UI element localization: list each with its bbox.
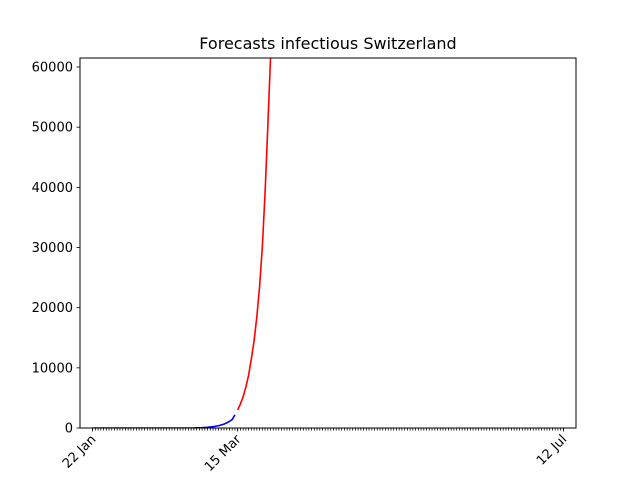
y-tick-label: 10000 bbox=[32, 361, 73, 376]
series-layer bbox=[92, 58, 272, 428]
series-line bbox=[92, 414, 236, 428]
series-line bbox=[236, 58, 272, 411]
y-tick-label: 50000 bbox=[32, 121, 73, 136]
y-axis: 0 10000 20000 30000 40000 50000 60000 bbox=[32, 61, 80, 437]
y-tick-label: 0 bbox=[65, 422, 73, 437]
y-tick-label: 40000 bbox=[32, 181, 73, 196]
chart-title: Forecasts infectious Switzerland bbox=[199, 34, 456, 53]
plot-frame bbox=[79, 57, 577, 429]
y-tick-label: 30000 bbox=[32, 241, 73, 256]
y-tick-label: 20000 bbox=[32, 301, 73, 316]
y-tick-label: 60000 bbox=[32, 61, 73, 76]
